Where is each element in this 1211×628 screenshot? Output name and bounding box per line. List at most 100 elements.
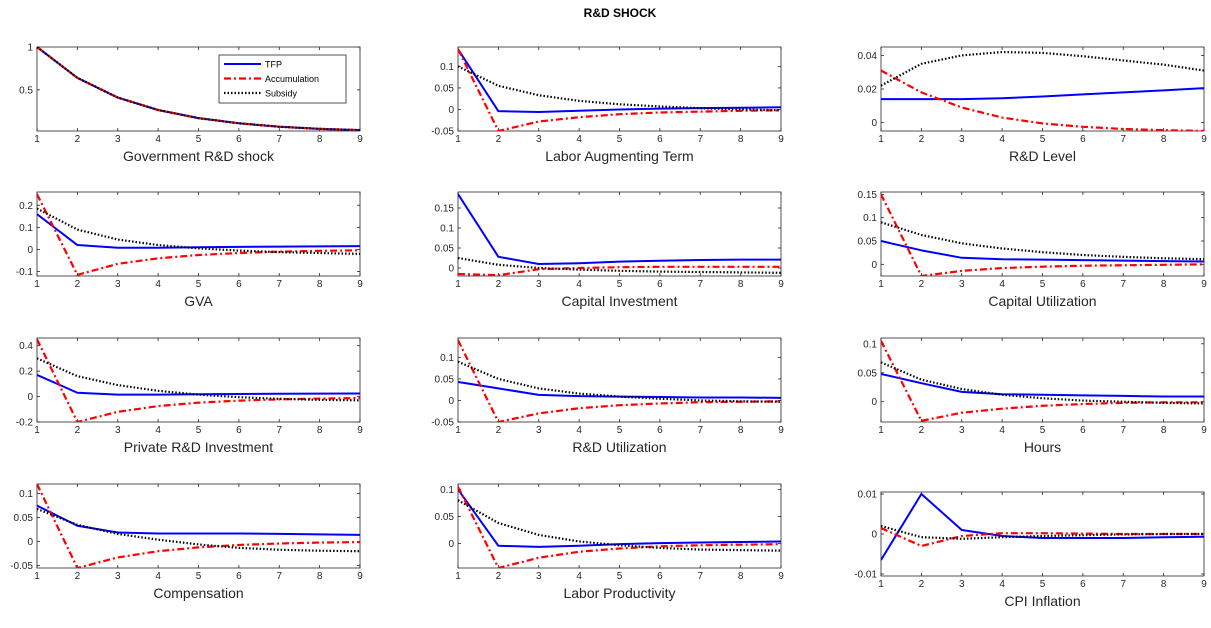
x-tick-label: 8: [1161, 425, 1167, 436]
subplot-4: 1 2 3 4 5 6 7 8 9 -0.1 0 0.1 0.2 GVA: [16, 191, 363, 309]
y-tick-label: 0: [871, 118, 877, 129]
y-tick-label: 0.04: [858, 51, 878, 62]
x-axis-label: R&D Utilization: [572, 439, 666, 455]
x-axis-label: Hours: [1024, 439, 1061, 455]
x-tick-label: 6: [1080, 425, 1086, 436]
y-tick-label: -0.05: [10, 561, 33, 572]
x-tick-label: 6: [236, 134, 242, 145]
y-tick-label: -0.05: [431, 418, 454, 429]
x-tick-label: 7: [697, 571, 703, 582]
x-tick-label: 3: [115, 279, 121, 290]
series-line-tfp: [458, 193, 781, 265]
y-tick-label: 0.15: [435, 204, 455, 215]
x-tick-label: 1: [455, 134, 461, 145]
y-tick-label: 0.1: [440, 224, 454, 235]
series-line-tfp: [881, 493, 1204, 561]
y-tick-label: 0.05: [435, 512, 455, 523]
x-tick-label: 6: [236, 425, 242, 436]
y-tick-label: 0.2: [19, 201, 33, 212]
x-tick-label: 7: [1120, 579, 1126, 590]
x-tick-label: 4: [576, 425, 582, 436]
y-tick-label: 0.1: [440, 62, 454, 73]
y-tick-label: 0.1: [863, 339, 877, 350]
x-tick-label: 2: [919, 134, 925, 145]
y-tick-label: -0.2: [16, 418, 34, 429]
x-tick-label: 1: [878, 134, 884, 145]
series-line-tfp: [37, 373, 360, 396]
x-tick-label: 7: [1120, 134, 1126, 145]
x-tick-label: 3: [959, 425, 965, 436]
subplot-10: 1 2 3 4 5 6 7 8 9 -0.05 0 0.05 0.1 Compensation: [10, 483, 363, 601]
x-axis-label: Capital Utilization: [988, 293, 1096, 309]
series-line-subsidy: [458, 256, 781, 274]
series-group: [458, 339, 781, 422]
series-line-subsidy: [37, 507, 360, 553]
x-tick-label: 7: [1120, 279, 1126, 290]
x-axis-label: Labor Augmenting Term: [545, 148, 693, 164]
series-line-tfp: [881, 372, 1204, 398]
subplot-6: 1 2 3 4 5 6 7 8 9 0 0.05 0.1 0.15 Capital Utilization: [858, 190, 1208, 309]
legend-label: Subsidy: [265, 88, 298, 98]
x-tick-label: 2: [496, 279, 502, 290]
x-tick-label: 8: [738, 571, 744, 582]
series-group: [881, 50, 1204, 131]
panels: 1 2 3 4 5 6 7 8 9 0.5 1 Government R&D shock TFP Accu…: [10, 43, 1207, 610]
series-line-accumulation: [458, 486, 781, 568]
series-line-accumulation: [37, 484, 360, 568]
x-tick-label: 4: [576, 134, 582, 145]
y-tick-label: 0.05: [14, 513, 34, 524]
x-tick-label: 7: [697, 134, 703, 145]
x-tick-label: 3: [115, 425, 121, 436]
x-tick-label: 9: [357, 425, 363, 436]
x-tick-label: 3: [536, 134, 542, 145]
y-tick-label: 0.15: [858, 190, 878, 201]
subplot-5: 1 2 3 4 5 6 7 8 9 0 0.05 0.1 0.15 Capital Investment: [435, 191, 784, 309]
legend: TFP Accumulation Subsidy: [218, 54, 347, 104]
series-line-accumulation: [881, 69, 1204, 131]
x-tick-label: 5: [1040, 279, 1046, 290]
x-tick-label: 4: [155, 425, 161, 436]
x-tick-label: 8: [1161, 134, 1167, 145]
x-tick-label: 5: [617, 134, 623, 145]
x-tick-label: 5: [1040, 134, 1046, 145]
y-tick-label: 0: [27, 245, 33, 256]
subplot-1: 1 2 3 4 5 6 7 8 9 0.5 1 Government R&D shock TFP Accu…: [19, 43, 363, 165]
series-line-tfp: [458, 488, 781, 548]
x-tick-label: 8: [738, 425, 744, 436]
x-tick-label: 8: [317, 425, 323, 436]
series-line-tfp: [458, 48, 781, 114]
series-group: [37, 193, 360, 276]
x-tick-label: 1: [878, 425, 884, 436]
x-tick-label: 7: [1120, 425, 1126, 436]
x-tick-label: 6: [657, 571, 663, 582]
x-tick-label: 3: [115, 134, 121, 145]
y-tick-label: 0.1: [440, 485, 454, 496]
y-tick-label: 0.5: [19, 85, 33, 96]
axes-box: [457, 337, 782, 423]
axes-box: [880, 191, 1205, 277]
y-tick-label: 0: [27, 537, 33, 548]
series-line-subsidy: [37, 207, 360, 255]
x-axis-label: Government R&D shock: [123, 148, 275, 164]
x-tick-label: 3: [536, 571, 542, 582]
series-group: [881, 193, 1204, 276]
series-line-accumulation: [458, 265, 781, 276]
y-tick-label: 0: [448, 105, 454, 116]
y-tick-label: 0.1: [863, 213, 877, 224]
series-line-tfp: [881, 240, 1204, 263]
series-group: [37, 47, 360, 131]
x-tick-label: 9: [357, 571, 363, 582]
x-tick-label: 4: [155, 571, 161, 582]
x-axis-label: Compensation: [153, 585, 243, 601]
y-tick-label: 0.02: [858, 85, 878, 96]
x-tick-label: 6: [236, 571, 242, 582]
subplot-9: 1 2 3 4 5 6 7 8 9 0 0.05 0.1 Hours: [858, 337, 1207, 455]
x-tick-label: 2: [75, 279, 81, 290]
series-group: [458, 486, 781, 568]
series-group: [458, 48, 781, 131]
series-line-subsidy: [881, 524, 1204, 540]
x-tick-label: 6: [1080, 134, 1086, 145]
x-tick-label: 6: [657, 279, 663, 290]
series-line-subsidy: [881, 361, 1204, 405]
x-tick-label: 1: [34, 279, 40, 290]
